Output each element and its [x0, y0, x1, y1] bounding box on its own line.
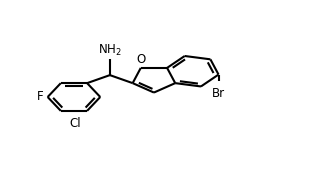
Text: O: O: [136, 53, 146, 66]
Text: Cl: Cl: [70, 118, 81, 131]
Text: F: F: [37, 90, 44, 104]
Text: Br: Br: [212, 87, 225, 100]
Text: NH$_2$: NH$_2$: [98, 43, 122, 58]
